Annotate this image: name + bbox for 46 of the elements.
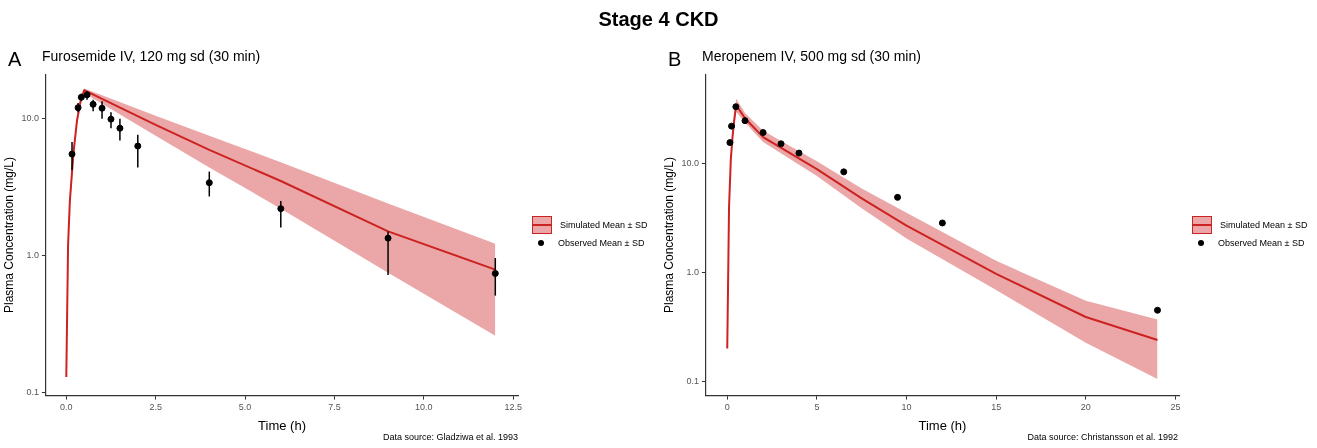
y-axis-title: Plasma Concentration (mg/L) bbox=[661, 156, 676, 314]
point bbox=[732, 103, 740, 111]
x-tick-label: 7.5 bbox=[328, 402, 341, 413]
y-tick-label: 1.0 bbox=[26, 250, 39, 261]
point bbox=[777, 140, 785, 148]
chart-subtitle: Meropenem IV, 500 mg sd (30 min) bbox=[702, 48, 921, 64]
x-axis-title: Time (h) bbox=[918, 417, 967, 433]
chart-title: Stage 4 CKD bbox=[597, 8, 720, 31]
text: B bbox=[668, 48, 682, 71]
legend-label: Simulated Mean ± SD bbox=[560, 220, 648, 230]
point bbox=[894, 193, 902, 201]
x-tick-label: 20 bbox=[1080, 402, 1091, 413]
x-tick-label: 0.0 bbox=[60, 402, 73, 413]
x-tick-label: 25 bbox=[1170, 402, 1181, 413]
x-tick-label: 2.5 bbox=[149, 402, 162, 413]
y-tick-label: 10.0 bbox=[681, 158, 699, 169]
text: A bbox=[8, 48, 22, 71]
x-tick-label: 5 bbox=[814, 402, 820, 413]
y-tick-label: 0.1 bbox=[26, 387, 39, 398]
point bbox=[1153, 306, 1161, 314]
point bbox=[726, 139, 734, 147]
legend-label: Observed Mean ± SD bbox=[558, 238, 645, 248]
y-tick-label: 1.0 bbox=[686, 266, 699, 277]
source-note: Data source: Gladziwa et al. 1993 bbox=[382, 432, 518, 442]
point bbox=[840, 168, 848, 176]
x-tick-label: 12.5 bbox=[504, 402, 522, 413]
point bbox=[938, 219, 946, 227]
point bbox=[491, 269, 499, 277]
point bbox=[205, 179, 213, 187]
point bbox=[759, 129, 767, 137]
x-axis-title: Time (h) bbox=[258, 417, 306, 433]
x-tick-label: 10.0 bbox=[415, 402, 433, 413]
y-axis-title: Plasma Concentration (mg/L) bbox=[1, 156, 16, 314]
point bbox=[795, 149, 803, 157]
point bbox=[728, 122, 736, 130]
y-tick-label: 10.0 bbox=[21, 113, 39, 124]
x-tick-label: 0 bbox=[724, 402, 730, 413]
chart-subtitle: Furosemide IV, 120 mg sd (30 min) bbox=[42, 48, 261, 64]
y-tick-label: 0.1 bbox=[686, 375, 699, 386]
x-tick-label: 15 bbox=[991, 402, 1002, 413]
x-tick-label: 10 bbox=[901, 402, 912, 413]
point bbox=[741, 117, 749, 125]
x-tick-label: 5.0 bbox=[238, 402, 252, 413]
source-note: Data source: Christansson et al. 1992 bbox=[1027, 432, 1178, 442]
legend-label: Simulated Mean ± SD bbox=[1220, 220, 1308, 230]
legend-label: Observed Mean ± SD bbox=[1218, 238, 1305, 248]
